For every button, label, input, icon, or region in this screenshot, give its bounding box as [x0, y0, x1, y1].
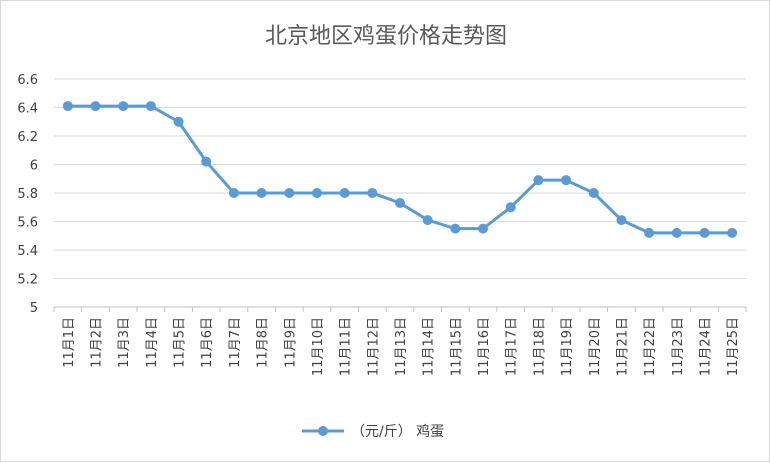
data-point	[588, 188, 599, 198]
x-tick-label: 11月15日	[449, 317, 464, 376]
x-tick-label: 11月14日	[422, 317, 437, 376]
data-point	[699, 227, 710, 238]
y-axis-ticks: 5 5.2 5.4 5.6 5.8 6 6.2 6.4 6.6	[17, 73, 38, 316]
y-tick-label: 6.6	[17, 73, 38, 88]
gridlines	[54, 78, 746, 279]
y-tick-label: 5.2	[17, 273, 38, 288]
data-point	[422, 215, 433, 226]
y-tick-label: 5.6	[17, 216, 38, 231]
data-point	[561, 175, 572, 186]
data-point	[311, 188, 322, 198]
data-point	[616, 215, 627, 226]
x-tick-label: 11月3日	[117, 317, 132, 368]
data-point	[478, 223, 489, 234]
x-tick-label: 11月16日	[477, 317, 492, 376]
x-axis: 11月1日 11月2日 11月3日 11月4日 11月5日 11月6日 11月7日 11月8日…	[53, 306, 747, 376]
data-point	[90, 101, 101, 112]
data-point	[533, 175, 544, 186]
x-tick-label: 11月8日	[256, 317, 271, 368]
data-point	[173, 116, 184, 127]
y-tick-label: 6.4	[17, 102, 38, 117]
legend-label: （元/斤） 鸡蛋	[351, 423, 444, 440]
x-tick-label: 11月24日	[698, 317, 713, 376]
x-tick-label: 11月10日	[311, 317, 326, 376]
data-point	[228, 188, 239, 198]
y-tick-label: 5.4	[17, 244, 38, 259]
x-tick-label: 11月6日	[200, 317, 215, 368]
data-point	[201, 156, 212, 167]
series-line	[67, 104, 733, 235]
y-tick-label: 6.2	[17, 130, 38, 145]
x-tick-label: 11月7日	[228, 317, 243, 368]
data-point	[118, 101, 129, 112]
x-tick-label: 11月11日	[339, 317, 354, 376]
data-point	[62, 101, 73, 112]
legend: （元/斤） 鸡蛋	[302, 423, 444, 440]
x-tick-label: 11月13日	[394, 317, 409, 376]
data-point	[450, 223, 461, 234]
x-tick-label: 11月4日	[145, 317, 160, 368]
x-tick-label: 11月20日	[588, 317, 603, 376]
x-tick-label: 11月2日	[90, 317, 105, 368]
y-tick-label: 6	[30, 159, 38, 174]
chart-title: 北京地区鸡蛋价格走势图	[265, 24, 507, 49]
data-point	[505, 202, 516, 213]
data-point	[367, 188, 378, 198]
x-tick-label: 11月22日	[643, 317, 658, 376]
x-tick-label: 11月5日	[173, 317, 188, 368]
x-tick-label: 11月17日	[505, 317, 520, 376]
x-tick-label: 11月18日	[532, 317, 547, 376]
x-tick-label: 11月12日	[366, 317, 381, 376]
x-tick-label: 11月9日	[283, 317, 298, 368]
legend-marker	[318, 426, 328, 436]
data-point	[727, 227, 738, 238]
x-tick-label: 11月19日	[560, 317, 575, 376]
data-point	[339, 188, 350, 198]
x-tick-label: 11月25日	[726, 317, 741, 376]
data-point	[395, 197, 405, 208]
data-point	[145, 101, 156, 112]
data-point	[644, 227, 655, 238]
data-point	[256, 188, 267, 198]
x-tick-label: 11月23日	[671, 317, 686, 376]
x-tick-label: 11月21日	[615, 317, 630, 376]
y-tick-label: 5.8	[17, 187, 38, 202]
series-layer	[62, 101, 738, 238]
data-point	[284, 188, 295, 198]
y-tick-label: 5	[30, 301, 38, 316]
x-tick-label: 11月1日	[62, 317, 77, 368]
data-point	[671, 227, 682, 238]
